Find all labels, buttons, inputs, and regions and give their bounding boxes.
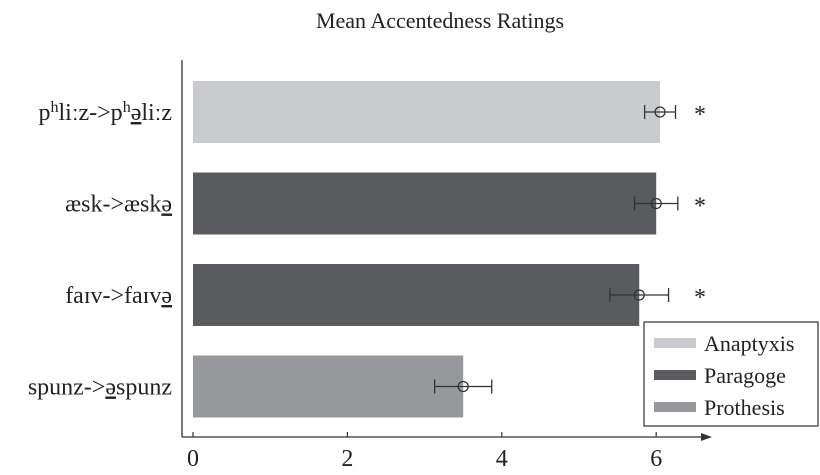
significance-star: * (694, 285, 706, 311)
y-tick-label: æsk->æskə (65, 192, 172, 218)
bar (193, 355, 464, 418)
bar (193, 172, 657, 235)
significance-markers: * * * (694, 102, 706, 311)
mean-marker (654, 106, 666, 118)
chart-title: Mean Accentedness Ratings (316, 8, 564, 33)
x-tick-label: 2 (341, 446, 353, 472)
bar (193, 81, 661, 143)
bar (193, 264, 640, 326)
legend-swatch (654, 370, 696, 380)
legend-swatch (654, 338, 696, 348)
bars (193, 81, 661, 418)
x-tick-label: 0 (187, 446, 199, 472)
legend: Anaptyxis Paragoge Prothesis (643, 321, 819, 427)
mean-marker (650, 197, 662, 210)
mean-marker (633, 289, 645, 301)
x-tick-label: 4 (496, 446, 508, 472)
significance-star: * (694, 102, 706, 128)
y-tick-label: faɪv->faɪvə (65, 283, 172, 309)
y-tick-label: phliːz->phəliːz (39, 99, 173, 127)
x-tick-labels: 0 2 4 6 (187, 446, 662, 472)
y-tick-label: spunz->əspunz (28, 375, 172, 401)
legend-label: Prothesis (704, 395, 785, 420)
significance-star: * (694, 194, 706, 220)
y-tick-labels: phliːz->phəliːz æsk->æskə faɪv->faɪvə spunz… (28, 99, 172, 401)
legend-label: Anaptyxis (704, 331, 794, 356)
axes (181, 60, 712, 441)
legend-swatch (654, 402, 696, 412)
x-tick-label: 6 (650, 446, 662, 472)
mean-marker (457, 380, 469, 393)
legend-label: Paragoge (704, 363, 786, 388)
x-axis-arrow (701, 433, 712, 441)
error-bars (433, 105, 679, 394)
